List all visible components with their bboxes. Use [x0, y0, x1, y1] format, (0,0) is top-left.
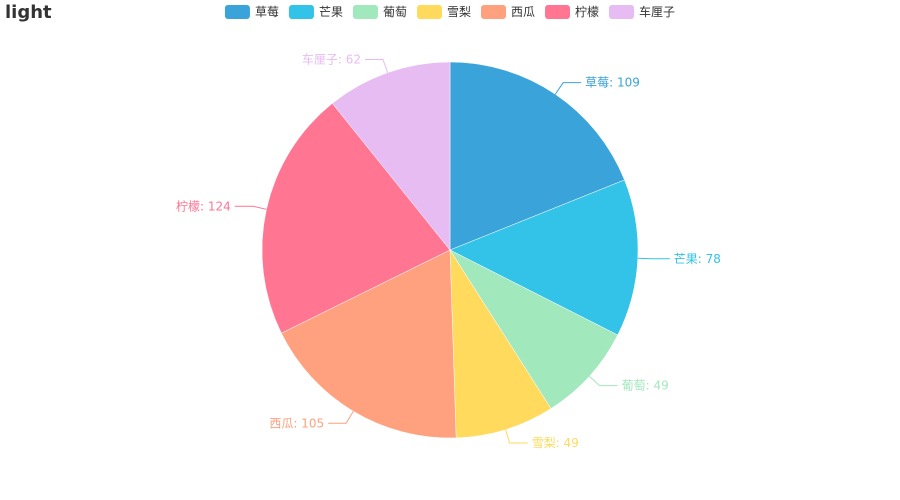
pie-slice-4[interactable] — [281, 249, 457, 439]
legend-label: 西瓜 — [511, 5, 535, 19]
pie-slices — [261, 61, 639, 439]
pie-labels: 草莓: 109 芒果: 78 葡萄: 49 雪梨: 49 西瓜: 105 柠檬: 124 车… — [176, 51, 721, 450]
legend-label: 柠檬 — [575, 4, 599, 19]
slice-label-3: 雪梨: 49 — [532, 436, 579, 450]
legend-item-2[interactable]: 葡萄 — [352, 5, 407, 19]
slice-label-6: 车厘子: 62 — [302, 51, 361, 66]
legend-item-4[interactable]: 西瓜 — [481, 5, 535, 19]
label-leader-line — [554, 82, 582, 95]
pie-slice-2[interactable] — [449, 249, 619, 409]
legend-label: 车厘子 — [639, 4, 675, 19]
chart-legend: 草莓 芒果 葡萄 雪梨 西瓜 柠檬 车厘子 — [224, 4, 675, 19]
legend-label: 草莓 — [255, 5, 279, 19]
chart-title: light — [5, 2, 52, 23]
label-leader-line — [505, 429, 528, 444]
legend-item-5[interactable]: 柠檬 — [545, 4, 599, 19]
legend-swatch — [224, 5, 250, 19]
slice-label-5: 柠檬: 124 — [176, 198, 231, 213]
legend-swatch — [416, 5, 442, 19]
legend-item-6[interactable]: 车厘子 — [609, 4, 675, 19]
legend-item-3[interactable]: 雪梨 — [416, 5, 471, 19]
legend-swatch — [545, 5, 571, 19]
slice-label-1: 芒果: 78 — [674, 251, 721, 266]
slice-label-4: 西瓜: 105 — [269, 416, 324, 430]
label-leader-line — [234, 205, 267, 210]
label-leader-line — [364, 58, 389, 73]
pie-slice-3[interactable] — [449, 249, 552, 439]
label-leader-line — [328, 410, 354, 424]
slice-label-2: 葡萄: 49 — [622, 379, 669, 393]
legend-swatch — [481, 5, 507, 19]
label-leader-line — [588, 375, 618, 387]
legend-item-0[interactable]: 草莓 — [224, 5, 279, 19]
legend-swatch — [609, 5, 635, 19]
legend-label: 雪梨 — [447, 5, 471, 19]
slice-label-0: 草莓: 109 — [585, 76, 640, 90]
legend-item-1[interactable]: 芒果 — [288, 4, 343, 19]
pie-slice-5[interactable] — [261, 103, 451, 334]
label-leader-line — [637, 257, 670, 260]
legend-swatch — [288, 5, 314, 19]
legend-label: 芒果 — [319, 4, 343, 19]
legend-label: 葡萄 — [383, 5, 407, 19]
legend-swatch — [352, 5, 378, 19]
